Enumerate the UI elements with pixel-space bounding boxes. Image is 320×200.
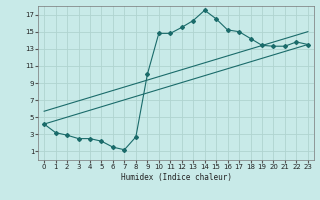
X-axis label: Humidex (Indice chaleur): Humidex (Indice chaleur) bbox=[121, 173, 231, 182]
